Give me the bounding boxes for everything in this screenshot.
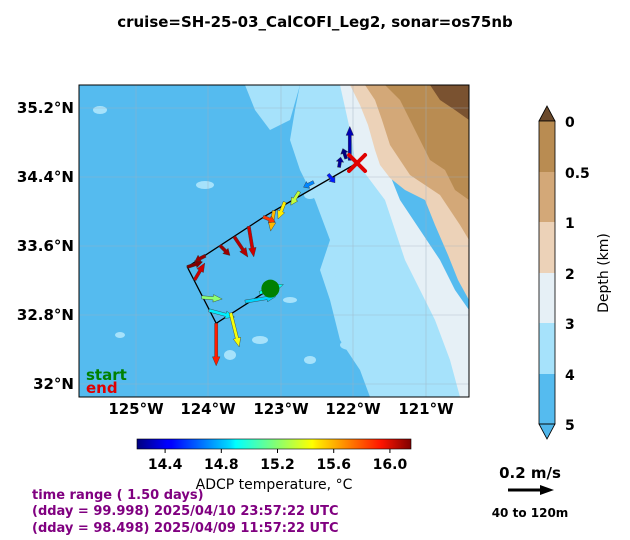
time-range-line-1: time range ( 1.50 days) bbox=[32, 488, 204, 503]
end-label: end bbox=[86, 379, 118, 397]
map-panel: start end bbox=[78, 84, 470, 398]
depth-tick-label: 4 bbox=[565, 368, 575, 384]
coastal-shelf bbox=[340, 85, 469, 397]
graticule bbox=[79, 85, 469, 397]
velocity-vector bbox=[246, 225, 257, 258]
scale-arrow-key: 0.2 m/s 40 to 120m bbox=[492, 464, 569, 520]
start-label: start bbox=[86, 366, 127, 384]
velocity-vector bbox=[228, 312, 241, 348]
shelf-region bbox=[290, 85, 469, 397]
start-marker bbox=[261, 279, 280, 298]
temperature-colorbar: 14.4 14.8 15.2 15.6 16.0 ADCP temperature, °… bbox=[136, 438, 412, 493]
lon-tick-label: 123°W bbox=[253, 400, 309, 418]
temperature-colorbar-gradient bbox=[136, 438, 412, 450]
time-range-line-3: (dday = 98.498) 2025/04/09 11:57:22 UTC bbox=[32, 521, 339, 536]
temperature-tick-label: 15.6 bbox=[316, 457, 351, 473]
shelf-region-2 bbox=[245, 85, 300, 130]
depth-tick-label: 1 bbox=[565, 216, 575, 232]
land-peak bbox=[430, 85, 469, 120]
depth-tick-label: 0 bbox=[565, 115, 575, 131]
end-marker bbox=[347, 153, 368, 173]
temperature-tick-label: 14.4 bbox=[148, 457, 183, 473]
lon-tick-label: 122°W bbox=[325, 400, 381, 418]
temperature-tick-label: 14.8 bbox=[204, 457, 239, 473]
scale-depth-label: 40 to 120m bbox=[492, 506, 569, 520]
depth-colorbar-bottom-triangle bbox=[538, 423, 556, 440]
velocity-vector bbox=[326, 173, 336, 184]
land-high bbox=[385, 85, 469, 200]
end-marker-stroke bbox=[347, 153, 368, 173]
velocity-vector bbox=[277, 201, 287, 220]
velocity-vector bbox=[290, 190, 301, 206]
temperature-tick-label: 16.0 bbox=[373, 457, 408, 473]
scale-speed-label: 0.2 m/s bbox=[499, 464, 561, 482]
map-data-layer bbox=[186, 125, 368, 367]
velocity-vector bbox=[201, 294, 223, 303]
velocity-vector bbox=[218, 243, 231, 256]
depth-band bbox=[539, 273, 555, 323]
depth-colorbar: 0 0.5 1 2 3 4 5 Depth (km) bbox=[538, 105, 612, 440]
velocity-vector bbox=[186, 260, 204, 269]
velocity-vector bbox=[303, 180, 315, 189]
velocity-vector bbox=[340, 148, 349, 160]
depth-tick-label: 3 bbox=[565, 317, 575, 333]
velocity-vector bbox=[262, 215, 276, 224]
depth-colorbar-frame bbox=[538, 120, 556, 425]
seamount-patches bbox=[93, 106, 402, 384]
velocity-vector bbox=[232, 235, 249, 258]
depth-band bbox=[539, 374, 555, 424]
lat-tick-label: 33.6°N bbox=[17, 237, 74, 255]
lon-tick-labels: 125°W 124°W 123°W 122°W 121°W bbox=[108, 400, 454, 418]
lat-tick-label: 35.2°N bbox=[17, 99, 74, 117]
temperature-tick-label: 15.2 bbox=[260, 457, 295, 473]
lat-tick-label: 32°N bbox=[33, 375, 74, 393]
depth-band bbox=[539, 121, 555, 172]
time-range-block: time range ( 1.50 days) (dday = 99.998) … bbox=[32, 488, 339, 536]
temperature-colorbar-label: ADCP temperature, °C bbox=[196, 477, 353, 493]
figure-title: cruise=SH-25-03_CalCOFI_Leg2, sonar=os75… bbox=[117, 13, 513, 31]
time-range-line-2: (dday = 99.998) 2025/04/10 23:57:22 UTC bbox=[32, 504, 339, 519]
depth-colorbar-label: Depth (km) bbox=[596, 233, 612, 313]
depth-tick-label: 2 bbox=[565, 267, 575, 283]
map-frame bbox=[78, 84, 470, 398]
lat-tick-labels: 35.2°N 34.4°N 33.6°N 32.8°N 32°N bbox=[17, 99, 74, 393]
depth-band bbox=[539, 172, 555, 222]
lat-tick-label: 34.4°N bbox=[17, 168, 74, 186]
depth-band bbox=[539, 323, 555, 374]
depth-colorbar-top-triangle bbox=[538, 105, 556, 122]
scale-arrow-icon bbox=[508, 485, 554, 495]
lon-tick-label: 121°W bbox=[398, 400, 454, 418]
velocity-vector bbox=[335, 156, 345, 168]
lon-tick-label: 124°W bbox=[180, 400, 236, 418]
lat-tick-label: 32.8°N bbox=[17, 306, 74, 324]
depth-tick-label: 5 bbox=[565, 418, 575, 434]
velocity-vector bbox=[212, 323, 221, 367]
depth-tick-label: 0.5 bbox=[565, 166, 590, 182]
temperature-ticks: 14.4 14.8 15.2 15.6 16.0 bbox=[148, 449, 408, 473]
depth-band bbox=[539, 222, 555, 273]
velocity-vector bbox=[192, 262, 206, 282]
lon-tick-label: 125°W bbox=[108, 400, 164, 418]
